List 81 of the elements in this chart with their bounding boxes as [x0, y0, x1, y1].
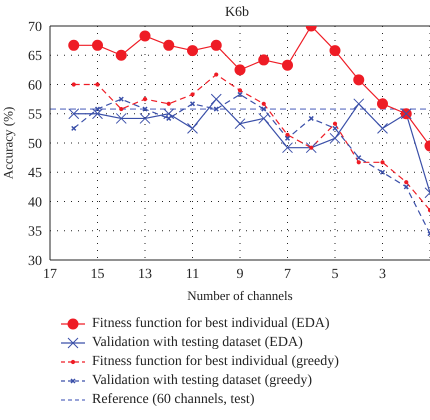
point	[72, 82, 76, 87]
point	[306, 142, 317, 154]
y-tick-label: 55	[28, 108, 42, 123]
point	[262, 102, 266, 106]
point	[166, 116, 172, 122]
x-tick-label: 9	[236, 266, 244, 282]
point	[309, 146, 314, 150]
point	[163, 108, 174, 120]
y-axis-title: Accuracy (%)	[0, 106, 16, 180]
point	[190, 101, 196, 107]
point	[356, 154, 362, 160]
point	[258, 54, 270, 66]
y-tick-label: 65	[28, 49, 42, 64]
point	[92, 40, 103, 51]
point	[187, 122, 198, 134]
point	[140, 112, 150, 124]
point	[356, 160, 361, 164]
x-axis-title: Number of channels	[187, 288, 293, 303]
chart-title: K6b	[224, 5, 250, 20]
point	[332, 126, 338, 132]
point	[163, 40, 174, 51]
y-tick-label: 70	[28, 20, 42, 35]
point	[95, 82, 100, 87]
point	[116, 50, 127, 61]
point	[237, 92, 243, 98]
point	[140, 30, 150, 42]
point	[377, 122, 388, 134]
point	[210, 94, 222, 105]
legend-label: Fitness function for best individual (greedy)	[92, 354, 339, 370]
point	[284, 136, 290, 142]
point	[308, 116, 314, 122]
point	[214, 72, 218, 77]
y-tick-label: 60	[28, 78, 42, 94]
legend-label: Validation with testing dataset (greedy)	[92, 372, 312, 388]
point	[330, 132, 340, 144]
x-tick-label: 5	[332, 266, 338, 282]
y-tick-label: 30	[28, 254, 42, 269]
point	[377, 98, 388, 110]
point	[187, 45, 198, 56]
x-tick-label: 13	[138, 266, 152, 282]
point	[142, 97, 148, 102]
point	[119, 106, 124, 112]
point	[116, 112, 127, 124]
point	[238, 88, 242, 92]
point	[142, 106, 148, 112]
point	[282, 60, 293, 71]
x-tick-label: 15	[90, 266, 104, 282]
point	[330, 45, 340, 56]
point	[380, 170, 386, 175]
x-tick-label: 17	[43, 266, 57, 282]
point	[234, 64, 246, 76]
point	[68, 108, 80, 120]
y-tick-label: 35	[28, 224, 42, 240]
point	[68, 40, 80, 51]
point	[380, 160, 385, 164]
legend-label: Fitness function for best individual (EDA)	[92, 316, 330, 332]
point	[234, 118, 246, 130]
point	[353, 98, 364, 110]
legend-label: Reference (60 channels, test)	[92, 392, 254, 408]
legend-label: Validation with testing dataset (EDA)	[92, 334, 303, 350]
point	[261, 106, 266, 112]
point	[166, 102, 171, 106]
point	[214, 106, 219, 112]
point	[190, 92, 195, 97]
y-tick-label: 40	[28, 195, 42, 210]
point	[282, 142, 293, 154]
point	[404, 180, 408, 184]
point	[285, 132, 290, 137]
x-tick-label: 3	[379, 266, 386, 282]
point	[71, 126, 76, 132]
point	[332, 122, 338, 126]
point	[353, 74, 364, 86]
y-tick-label: 45	[28, 166, 42, 182]
y-tick-label: 50	[28, 136, 42, 152]
point	[210, 40, 222, 51]
point	[404, 184, 409, 190]
x-tick-label: 7	[284, 266, 291, 282]
point	[92, 108, 103, 120]
x-tick-label: 11	[186, 266, 200, 282]
point	[118, 96, 124, 102]
point	[258, 112, 270, 124]
